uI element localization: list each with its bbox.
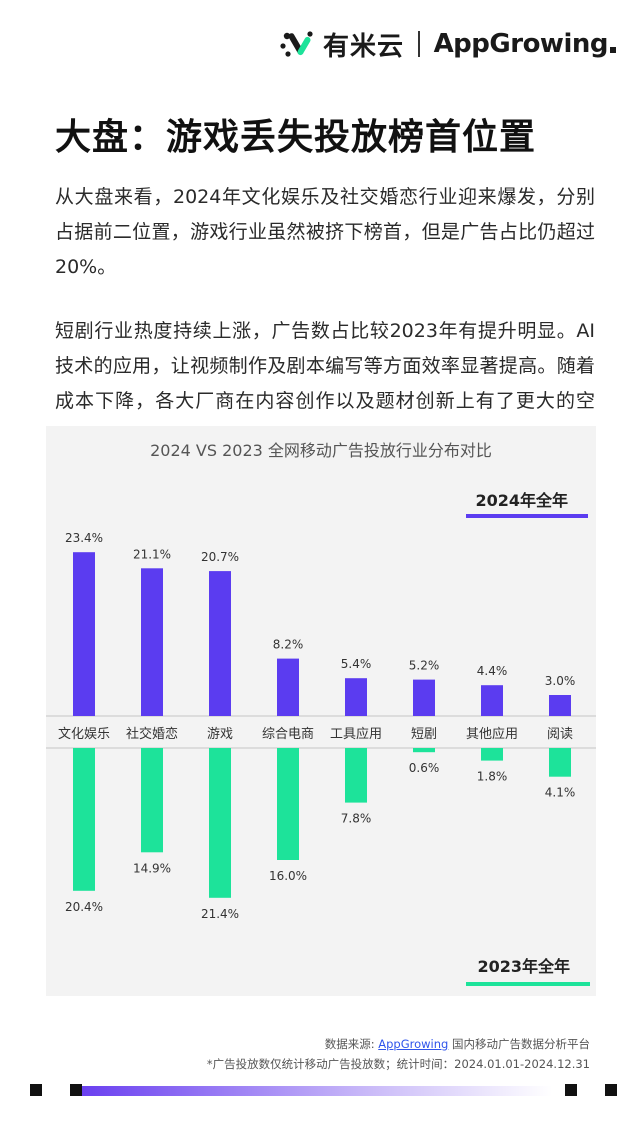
bar-label-2023: 16.0% (269, 869, 307, 883)
bar-2023 (141, 748, 163, 853)
bar-2023 (413, 748, 435, 753)
bar-2024 (73, 552, 95, 716)
chart-title: 2024 VS 2023 全网移动广告投放行业分布对比 (150, 441, 492, 460)
legend-2024-swatch (466, 514, 588, 518)
category-label: 文化娱乐 (58, 727, 110, 742)
bar-label-2023: 20.4% (65, 900, 103, 914)
page-title: 大盘：游戏丢失投放榜首位置 (55, 117, 537, 158)
bar-label-2023: 21.4% (201, 907, 239, 921)
appgrowing-link[interactable]: AppGrowing (378, 1037, 449, 1051)
bar-2023 (73, 748, 95, 891)
legend-2024: 2024年全年 (475, 491, 568, 510)
stat-period-note: *广告投放数仅统计移动广告投放数；统计时间：2024.01.01-2024.12… (206, 1057, 590, 1071)
appgrowing-logo-text: AppGrowing (433, 29, 609, 59)
category-label: 工具应用 (330, 726, 382, 742)
bar-2023 (345, 748, 367, 803)
category-label: 其他应用 (466, 726, 518, 742)
bar-2024 (481, 685, 503, 716)
data-source-note: 数据来源: AppGrowing 国内移动广告数据分析平台 (325, 1036, 590, 1052)
bar-label-2024: 5.4% (341, 657, 372, 671)
bar-label-2023: 7.8% (341, 812, 372, 826)
bar-2023 (481, 748, 503, 761)
category-label: 阅读 (547, 727, 573, 742)
header-logos: 有米云 AppGrowing (279, 26, 616, 62)
bar-label-2024: 23.4% (65, 531, 103, 545)
bar-label-2024: 21.1% (133, 547, 171, 561)
category-label: 综合电商 (262, 727, 314, 742)
bar-2024 (345, 678, 367, 716)
bar-2023 (209, 748, 231, 898)
bar-label-2023: 4.1% (545, 786, 576, 800)
appgrowing-logo: AppGrowing (434, 29, 616, 59)
youmi-logo-text: 有米云 (323, 31, 405, 62)
bar-2024 (413, 679, 435, 716)
bar-2024 (141, 568, 163, 716)
appgrowing-logo-dot (610, 47, 616, 53)
category-label: 短剧 (411, 727, 437, 742)
decor-gradient-bar (82, 1086, 552, 1096)
source-prefix: 数据来源: (324, 1037, 379, 1051)
bar-label-2024: 4.4% (477, 664, 508, 678)
bar-2023 (277, 748, 299, 860)
bar-2024 (277, 658, 299, 716)
bar-label-2024: 20.7% (201, 550, 239, 564)
bar-label-2023: 0.6% (409, 761, 440, 775)
source-suffix: 国内移动广告数据分析平台 (448, 1037, 590, 1051)
decor-square (30, 1084, 42, 1096)
bar-2024 (209, 571, 231, 716)
bar-label-2023: 14.9% (133, 861, 171, 875)
bar-label-2023: 1.8% (477, 770, 508, 784)
category-label: 社交婚恋 (126, 726, 178, 742)
intro-paragraph-1: 从大盘来看，2024年文化娱乐及社交婚恋行业迎来爆发，分别占据前二位置，游戏行业… (55, 186, 595, 278)
bar-label-2024: 8.2% (273, 638, 304, 652)
decor-square (70, 1084, 82, 1096)
bar-2024 (549, 695, 571, 716)
decor-square (565, 1084, 577, 1096)
youmi-logo-icon (280, 31, 313, 57)
bar-label-2024: 3.0% (545, 674, 576, 688)
bar-2023 (549, 748, 571, 777)
chart-svg: 2024 VS 2023 全网移动广告投放行业分布对比 23.4% 文化娱乐 20.4… (46, 441, 596, 986)
decor-square (605, 1084, 617, 1096)
bottom-decoration (30, 1084, 617, 1096)
youmi-logo: 有米云 (279, 26, 404, 63)
category-label: 游戏 (207, 727, 233, 742)
legend-2023: 2023年全年 (477, 957, 570, 976)
logo-divider (418, 31, 420, 57)
legend-2023-swatch (466, 982, 590, 986)
bar-label-2024: 5.2% (409, 659, 440, 673)
industry-comparison-chart: 2024 VS 2023 全网移动广告投放行业分布对比 23.4% 文化娱乐 20.4… (46, 426, 596, 996)
